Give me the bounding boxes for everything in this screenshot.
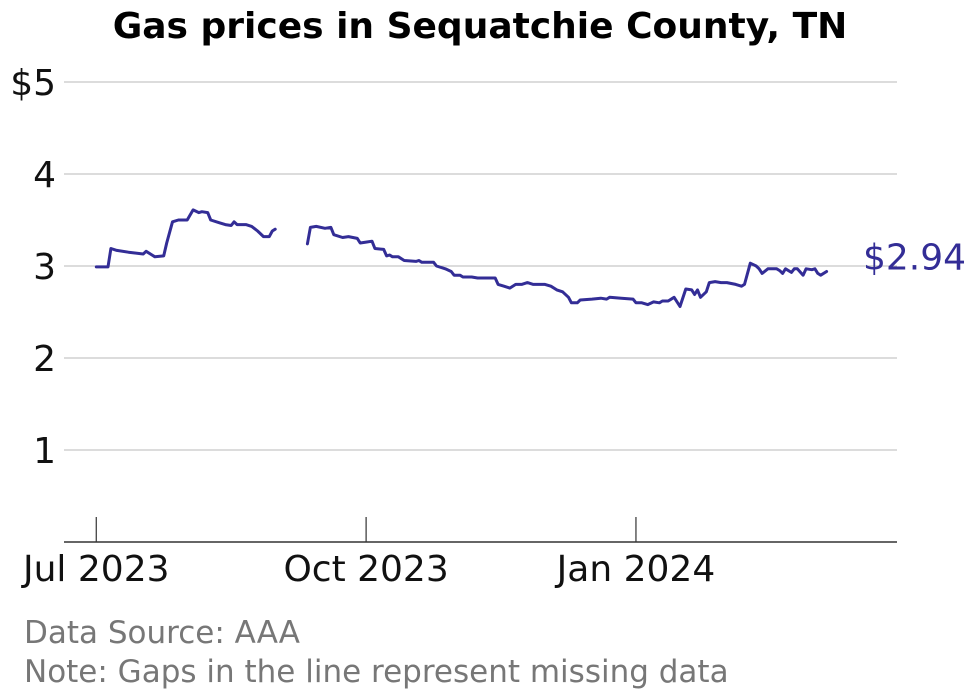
chart-title: Gas prices in Sequatchie County, TN bbox=[113, 6, 848, 47]
y-axis-ticks: 1 2 3 4 $5 bbox=[10, 63, 56, 472]
x-tick-label: Jul 2023 bbox=[21, 549, 170, 590]
price-line-segment-2 bbox=[305, 224, 829, 308]
x-axis-ticks: Jul 2023 Oct 2023 Jan 2024 bbox=[21, 517, 715, 590]
y-tick-label: 1 bbox=[33, 431, 56, 472]
y-tick-label: 2 bbox=[33, 339, 56, 380]
latest-price-label: $2.94 bbox=[863, 238, 966, 279]
x-tick-label: Oct 2023 bbox=[283, 549, 448, 590]
data-source-note: Data Source: AAA bbox=[24, 615, 300, 651]
y-tick-label: 3 bbox=[33, 247, 56, 288]
price-series bbox=[94, 208, 829, 308]
y-tick-label: 4 bbox=[33, 155, 56, 196]
price-line-segment-1 bbox=[94, 208, 277, 269]
x-tick-label: Jan 2024 bbox=[555, 549, 716, 590]
y-tick-label: $5 bbox=[10, 63, 56, 104]
y-gridlines bbox=[64, 81, 897, 451]
missing-data-note: Note: Gaps in the line represent missing… bbox=[24, 654, 729, 690]
